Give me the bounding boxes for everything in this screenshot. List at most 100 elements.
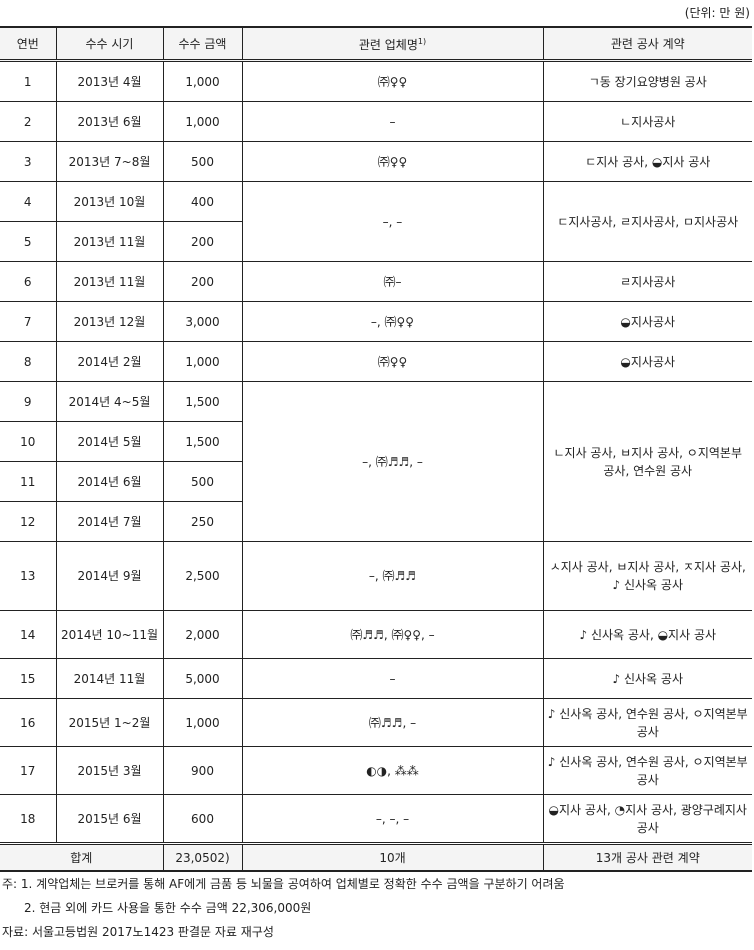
row-date: 2015년 3월 bbox=[55, 746, 164, 795]
row-amount: 1,000 bbox=[162, 341, 243, 382]
row-no: 14 bbox=[0, 610, 57, 659]
row-date: 2013년 7~8월 bbox=[55, 141, 164, 182]
row-no: 16 bbox=[0, 698, 57, 747]
row-company: ㈜♀♀ bbox=[241, 141, 544, 182]
total-label: 합계 bbox=[0, 842, 164, 872]
header-amount: 수수 금액 bbox=[162, 26, 243, 62]
row-no: 13 bbox=[0, 541, 57, 611]
unit-label: (단위: 만 원) bbox=[684, 6, 750, 20]
row-amount: 200 bbox=[162, 261, 243, 302]
row-date: 2015년 1~2월 bbox=[55, 698, 164, 747]
row-no: 4 bbox=[0, 181, 57, 222]
row-contract: ㄴ지사공사 bbox=[542, 101, 752, 142]
row-no: 5 bbox=[0, 221, 57, 262]
total-amount: 23,0502) bbox=[162, 842, 243, 872]
row-company: ㈜♬♬, – bbox=[241, 698, 544, 747]
table-row: 7 2013년 12월 3,000 –, ㈜♀♀ ◒지사공사 bbox=[0, 301, 752, 342]
row-contract: ㄷ지사 공사, ◒지사 공사 bbox=[542, 141, 752, 182]
row-date: 2014년 7월 bbox=[55, 501, 164, 542]
row-company: – bbox=[241, 101, 544, 142]
row-date: 2014년 2월 bbox=[55, 341, 164, 382]
table-row: 11 2014년 6월 500 bbox=[0, 461, 752, 502]
row-contract: ㄱ동 장기요양병원 공사 bbox=[542, 60, 752, 102]
row-no: 17 bbox=[0, 746, 57, 795]
row-company: –, ㈜♀♀ bbox=[241, 301, 544, 342]
row-no: 3 bbox=[0, 141, 57, 182]
row-no: 8 bbox=[0, 341, 57, 382]
row-no: 6 bbox=[0, 261, 57, 302]
total-company: 10개 bbox=[241, 842, 544, 872]
header-contract: 관련 공사 계약 bbox=[542, 26, 752, 62]
table-row: 12 2014년 7월 250 bbox=[0, 501, 752, 542]
row-amount: 2,000 bbox=[162, 610, 243, 659]
table-row: 16 2015년 1~2월 1,000 ㈜♬♬, – ♪ 신사옥 공사, 연수원 공사,… bbox=[0, 698, 752, 747]
row-company: ㈜♬♬, ㈜♀♀, – bbox=[241, 610, 544, 659]
table-row: 4 2013년 10월 400 –, – ㄷ지사공사, ㄹ지사공사, ㅁ지사공사 bbox=[0, 181, 752, 262]
row-contract: ◒지사 공사, ◔지사 공사, 광양구례지사 공사 bbox=[542, 794, 752, 844]
row-amount: 500 bbox=[162, 461, 242, 502]
row-contract: ㅅ지사 공사, ㅂ지사 공사, ㅈ지사 공사, ♪ 신사옥 공사 bbox=[542, 541, 752, 611]
row-amount: 400 bbox=[162, 181, 243, 222]
row-company: ㈜– bbox=[241, 261, 544, 302]
row-date: 2014년 10~11월 bbox=[55, 610, 164, 659]
row-no: 11 bbox=[0, 461, 57, 502]
row-date: 2013년 11월 bbox=[55, 221, 164, 262]
header-company: 관련 업체명1) bbox=[241, 26, 544, 62]
row-date: 2013년 12월 bbox=[55, 301, 164, 342]
table-row: 3 2013년 7~8월 500 ㈜♀♀ ㄷ지사 공사, ◒지사 공사 bbox=[0, 141, 752, 182]
row-date: 2014년 6월 bbox=[55, 461, 164, 502]
row-company: –, –, – bbox=[241, 794, 544, 844]
row-date: 2013년 10월 bbox=[55, 181, 164, 222]
notes: 주: 1. 계약업체는 브로커를 통해 AF에게 금품 등 뇌물을 공여하여 업… bbox=[2, 872, 565, 944]
row-amount: 1,500 bbox=[162, 381, 243, 422]
row-amount: 1,000 bbox=[162, 698, 243, 747]
row-company: –, ㈜♬♬ bbox=[241, 541, 544, 611]
footnote-marker: 1) bbox=[417, 37, 427, 46]
row-amount: 500 bbox=[162, 141, 243, 182]
row-amount: 2,500 bbox=[162, 541, 243, 611]
row-amount: 5,000 bbox=[162, 658, 243, 699]
row-contract: ㄴ지사 공사, ㅂ지사 공사, ㅇ지역본부 공사, 연수원 공사 bbox=[542, 381, 752, 542]
row-amount: 1,000 bbox=[162, 101, 243, 142]
row-contract: ㄹ지사공사 bbox=[542, 261, 752, 302]
table-row: 2 2013년 6월 1,000– ㄴ지사공사 bbox=[0, 101, 752, 142]
row-date: 2014년 11월 bbox=[55, 658, 164, 699]
table-row: 8 2014년 2월 1,000 ㈜♀♀ ◒지사공사 bbox=[0, 341, 752, 382]
header-row: 연번 수수 시기 수수 금액 관련 업체명1) 관련 공사 계약 bbox=[0, 26, 752, 62]
row-company: ㈜♀♀ bbox=[241, 341, 544, 382]
row-no: 18 bbox=[0, 794, 57, 844]
row-no: 9 bbox=[0, 381, 57, 422]
header-no: 연번 bbox=[0, 26, 57, 62]
bribery-table: 연번 수수 시기 수수 금액 관련 업체명1) 관련 공사 계약 1 2013년 … bbox=[0, 26, 752, 872]
table-row: 13 2014년 9월 2,500 –, ㈜♬♬ ㅅ지사 공사, ㅂ지사 공사, ㅈ지사… bbox=[0, 541, 752, 611]
row-company: –, ㈜♬♬, – bbox=[241, 381, 544, 542]
row-contract: ♪ 신사옥 공사, ◒지사 공사 bbox=[542, 610, 752, 659]
row-amount: 900 bbox=[162, 746, 243, 795]
row-no: 12 bbox=[0, 501, 57, 542]
row-company: –, – bbox=[241, 181, 544, 262]
note-2: 2. 현금 외에 카드 사용을 통한 수수 금액 22,306,000원 bbox=[24, 901, 312, 915]
row-date: 2014년 5월 bbox=[55, 421, 164, 462]
table-row: 17 2015년 3월 900 ◐◑, ⁂⁂ ♪ 신사옥 공사, 연수원 공사, ㅇ지역… bbox=[0, 746, 752, 795]
row-date: 2015년 6월 bbox=[55, 794, 164, 844]
row-company: ◐◑, ⁂⁂ bbox=[241, 746, 544, 795]
row-no: 1 bbox=[0, 60, 57, 102]
row-date: 2014년 9월 bbox=[55, 541, 164, 611]
row-contract: ♪ 신사옥 공사 bbox=[542, 658, 752, 699]
table-row: 10 2014년 5월 1,500 bbox=[0, 421, 752, 462]
row-no: 7 bbox=[0, 301, 57, 342]
row-amount: 200 bbox=[162, 221, 242, 262]
total-row: 합계 23,0502) 10개 13개 공사 관련 계약 bbox=[0, 842, 752, 872]
row-contract: ♪ 신사옥 공사, 연수원 공사, ㅇ지역본부 공사 bbox=[542, 746, 752, 795]
row-date: 2013년 6월 bbox=[55, 101, 164, 142]
row-amount: 3,000 bbox=[162, 301, 243, 342]
row-contract: ㄷ지사공사, ㄹ지사공사, ㅁ지사공사 bbox=[542, 181, 752, 262]
row-company: ㈜♀♀ bbox=[241, 60, 544, 102]
table-row: 14 2014년 10~11월 2,000 ㈜♬♬, ㈜♀♀, – ♪ 신사옥 공사, … bbox=[0, 610, 752, 659]
note-1: 주: 1. 계약업체는 브로커를 통해 AF에게 금품 등 뇌물을 공여하여 업… bbox=[2, 877, 565, 891]
table-row: 6 2013년 11월 200 ㈜– ㄹ지사공사 bbox=[0, 261, 752, 302]
row-amount: 1,000 bbox=[162, 60, 243, 102]
table-row: 15 2014년 11월 5,000– ♪ 신사옥 공사 bbox=[0, 658, 752, 699]
table-row: 9 2014년 4~5월 1,500 –, ㈜♬♬, – ㄴ지사 공사, ㅂ지사 공사,… bbox=[0, 381, 752, 542]
row-amount: 600 bbox=[162, 794, 243, 844]
